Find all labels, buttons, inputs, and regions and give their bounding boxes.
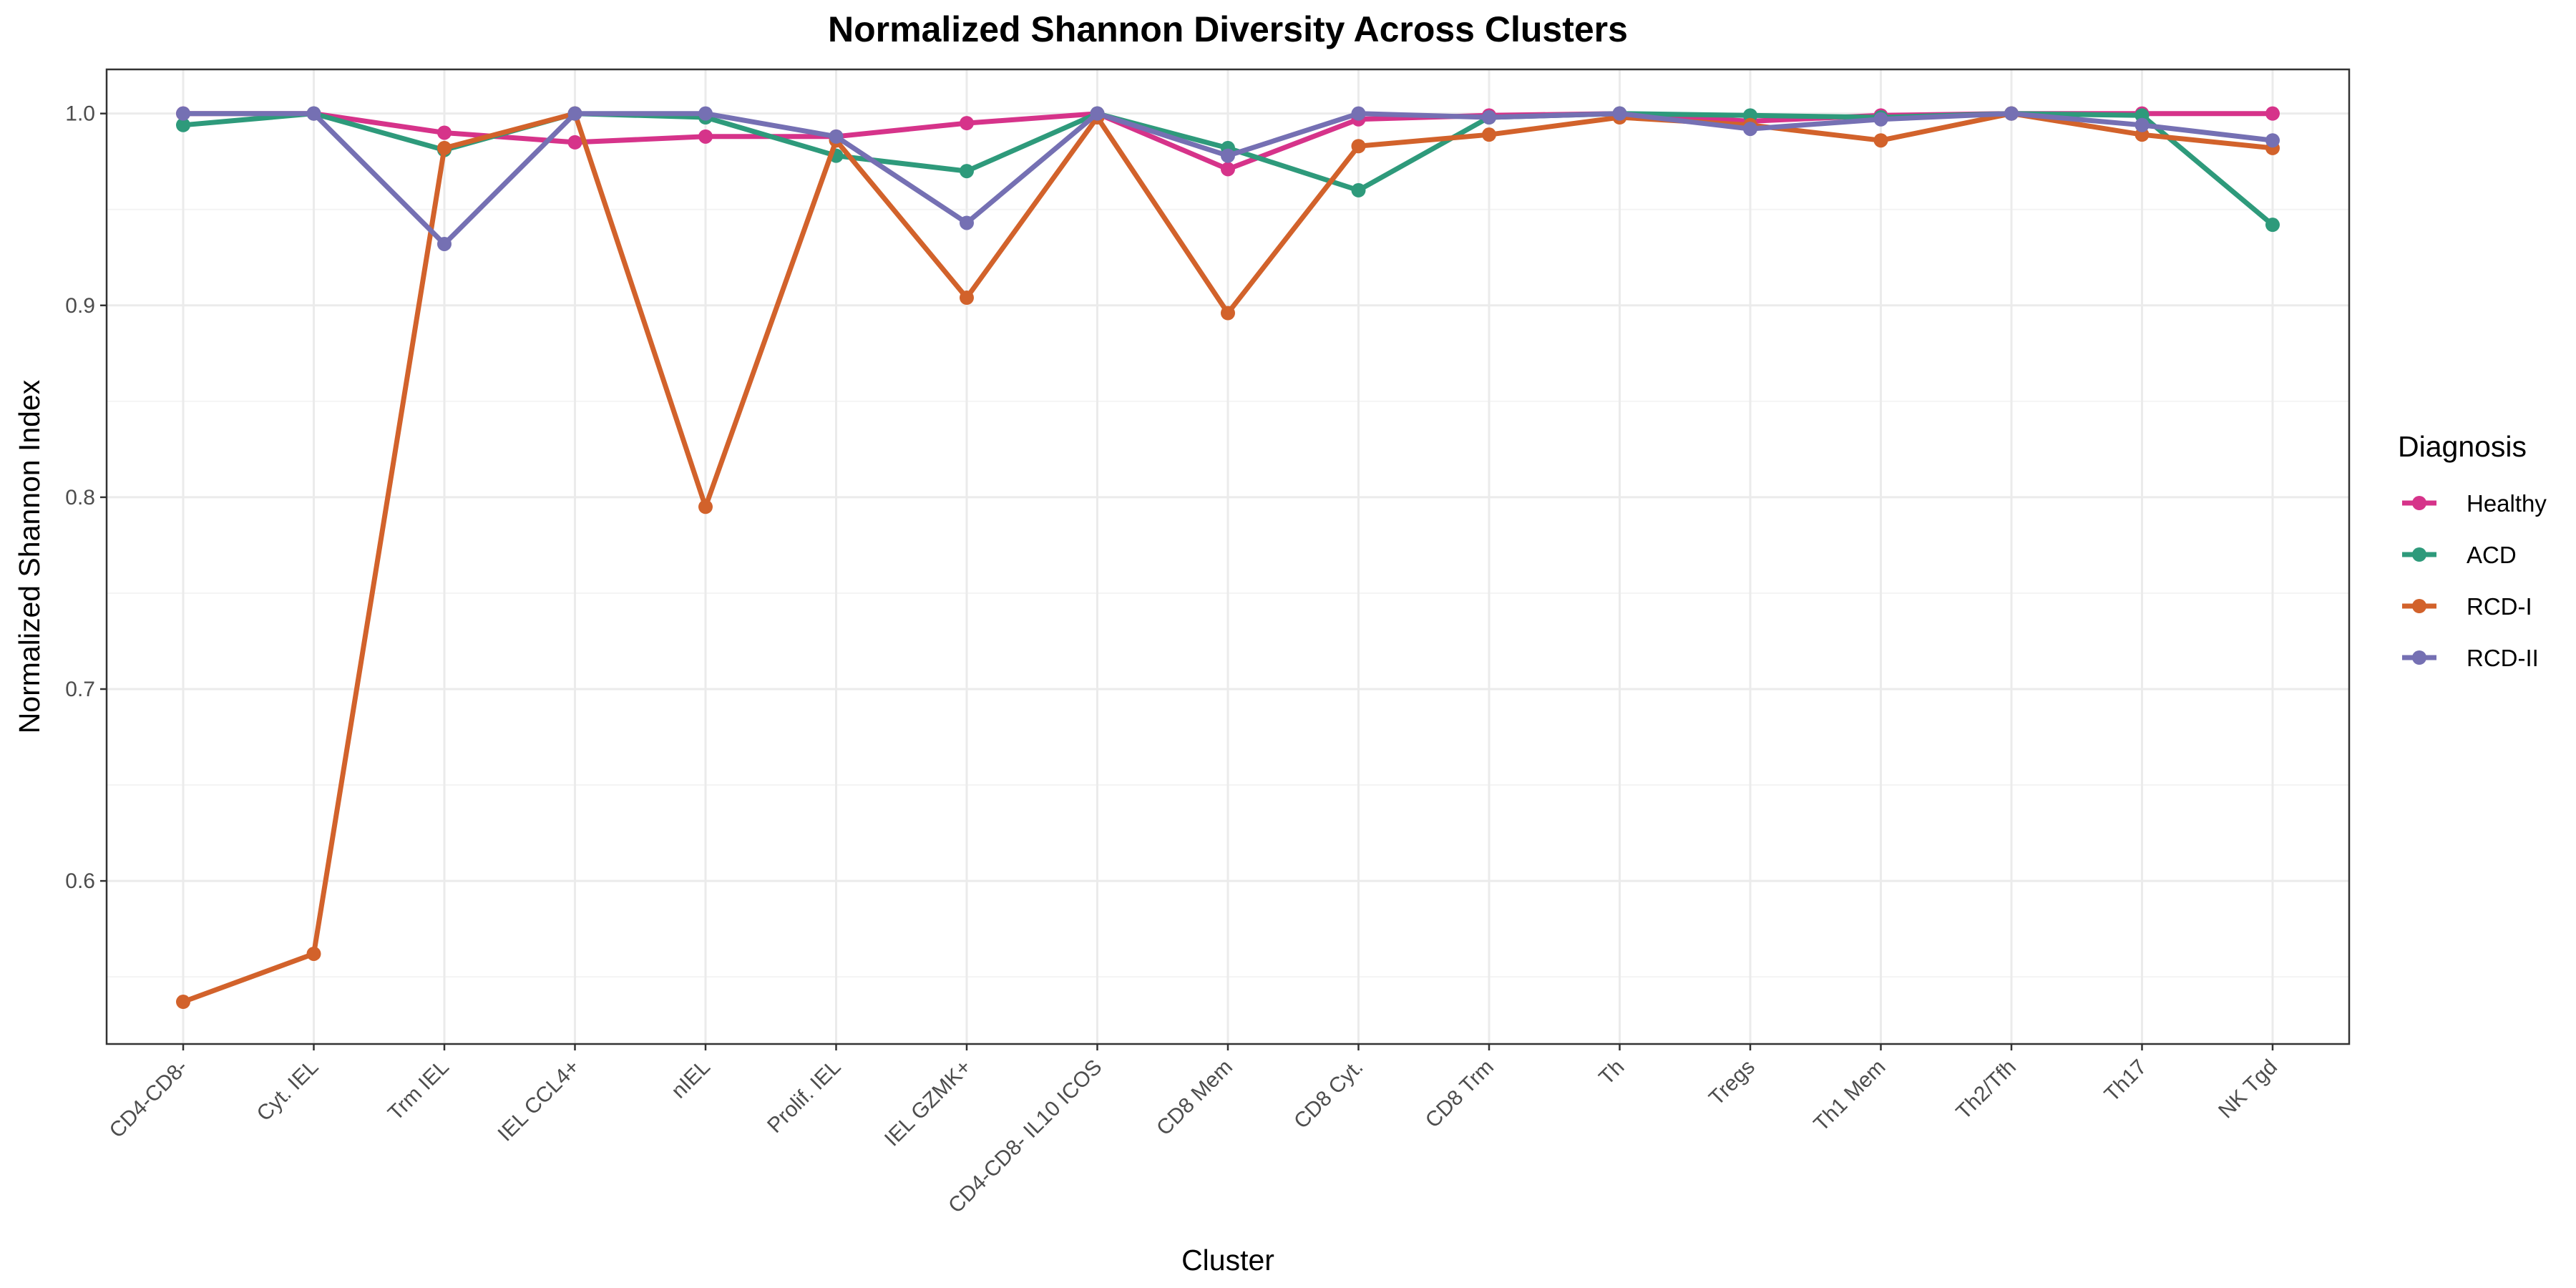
x-tick-label: Trm IEL — [384, 1055, 454, 1126]
y-tick-label: 0.6 — [65, 869, 95, 893]
data-point — [176, 106, 190, 121]
legend-key-point — [2412, 599, 2426, 613]
data-point — [960, 215, 974, 230]
series-layer — [176, 106, 2280, 1010]
x-tick-label: CD8 Mem — [1152, 1055, 1237, 1141]
legend-key-point — [2412, 496, 2426, 510]
data-point — [1612, 106, 1627, 121]
data-point — [1221, 148, 1235, 163]
data-point — [567, 106, 582, 121]
data-point — [829, 129, 844, 144]
x-tick-label: Th2/Tfh — [1952, 1055, 2021, 1124]
y-tick-label: 1.0 — [65, 102, 95, 126]
y-tick-label: 0.7 — [65, 678, 95, 701]
x-tick-label: Prolif. IEL — [763, 1055, 845, 1138]
data-point — [2004, 106, 2019, 121]
data-point — [437, 236, 452, 251]
data-point — [2265, 133, 2280, 148]
legend-item-rcd-ii: RCD-II — [2402, 645, 2539, 671]
legend-label: RCD-I — [2467, 593, 2532, 620]
data-point — [2265, 106, 2280, 121]
y-axis-title: Normalized Shannon Index — [13, 379, 46, 733]
data-point — [2265, 218, 2280, 233]
data-point — [437, 125, 452, 140]
data-point — [1221, 306, 1235, 321]
x-axis: CD4-CD8- Cyt. IEL Trm IEL IEL CCL4+ nIEL Prol… — [105, 1044, 2282, 1218]
y-axis: 0.6 0.7 0.8 0.9 1.0 — [65, 102, 107, 893]
data-point — [176, 117, 190, 132]
data-point — [2135, 117, 2150, 132]
legend-title: Diagnosis — [2398, 430, 2527, 463]
grid — [107, 69, 2349, 1044]
y-tick-label: 0.9 — [65, 294, 95, 318]
chart-title: Normalized Shannon Diversity Across Clus… — [828, 9, 1628, 49]
data-point — [698, 499, 713, 514]
x-tick-label: CD4-CD8- IL10 ICOS — [944, 1055, 1106, 1218]
x-tick-label: Cyt. IEL — [253, 1055, 323, 1126]
data-point — [176, 995, 190, 1010]
legend-item-healthy: Healthy — [2402, 490, 2547, 517]
data-point — [960, 164, 974, 179]
legend: Diagnosis Healthy ACD RCD-I RCD-II — [2398, 430, 2547, 671]
legend-item-rcd-i: RCD-I — [2402, 593, 2532, 620]
legend-label: ACD — [2467, 542, 2517, 568]
data-point — [1873, 112, 1888, 127]
legend-key-point — [2412, 650, 2426, 665]
data-point — [960, 116, 974, 131]
data-point — [1482, 127, 1496, 142]
x-tick-label: IEL CCL4+ — [494, 1055, 585, 1146]
legend-label: Healthy — [2467, 490, 2547, 517]
data-point — [698, 129, 713, 144]
x-tick-label: Th1 Mem — [1810, 1055, 1890, 1136]
data-point — [1351, 106, 1366, 121]
legend-item-acd: ACD — [2402, 542, 2517, 568]
x-tick-label: CD8 Trm — [1421, 1055, 1498, 1133]
data-point — [306, 106, 321, 121]
x-tick-label: Tregs — [1704, 1055, 1760, 1111]
data-point — [1743, 122, 1757, 137]
legend-key-point — [2412, 547, 2426, 562]
data-point — [1090, 106, 1105, 121]
data-point — [1351, 182, 1366, 197]
legend-label: RCD-II — [2467, 645, 2539, 671]
x-axis-title: Cluster — [1181, 1244, 1274, 1277]
data-point — [567, 135, 582, 150]
data-point — [698, 106, 713, 121]
x-tick-label: Th — [1594, 1055, 1629, 1090]
data-point — [1873, 133, 1888, 148]
data-point — [1351, 139, 1366, 154]
x-tick-label: CD8 Cyt. — [1289, 1055, 1367, 1133]
data-point — [960, 291, 974, 306]
data-point — [306, 946, 321, 961]
x-tick-label: IEL GZMK+ — [880, 1055, 976, 1151]
data-point — [1221, 162, 1235, 177]
x-tick-label: nIEL — [667, 1055, 715, 1103]
y-tick-label: 0.8 — [65, 486, 95, 509]
x-tick-label: CD4-CD8- — [105, 1055, 192, 1143]
series-rcd-ii — [176, 106, 2280, 251]
x-tick-label: NK Tgd — [2214, 1055, 2282, 1123]
data-point — [1482, 110, 1496, 125]
data-point — [437, 140, 452, 155]
x-tick-label: Th17 — [2100, 1055, 2152, 1107]
